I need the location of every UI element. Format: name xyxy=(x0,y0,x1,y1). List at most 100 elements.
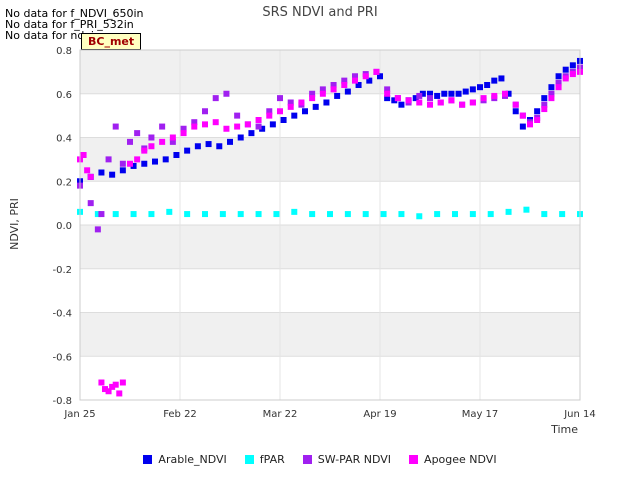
data-point xyxy=(512,108,519,115)
data-point xyxy=(541,95,548,102)
data-point xyxy=(237,211,244,218)
data-point xyxy=(427,95,433,102)
data-point xyxy=(98,169,105,176)
data-point xyxy=(334,92,341,99)
data-point xyxy=(548,90,555,97)
data-point xyxy=(384,90,391,97)
notice-line: No data for ndvi xyxy=(5,29,94,42)
data-point xyxy=(255,211,262,218)
data-point xyxy=(266,108,273,115)
data-point xyxy=(98,211,105,218)
series-apogee-ndvi xyxy=(77,68,583,397)
legend-item[interactable]: Apogee NDVI xyxy=(409,453,497,466)
legend-swatch xyxy=(409,455,419,464)
data-point xyxy=(127,138,133,145)
data-point xyxy=(366,77,373,84)
data-point xyxy=(94,211,101,218)
data-point xyxy=(416,99,423,106)
data-point xyxy=(569,71,576,78)
legend-item[interactable]: fPAR xyxy=(244,453,285,466)
data-point xyxy=(505,90,512,97)
y-axis-label: NDVI, PRI xyxy=(8,198,21,250)
data-point xyxy=(505,208,512,215)
data-point xyxy=(148,211,155,218)
data-point xyxy=(152,158,158,165)
data-point xyxy=(569,62,576,69)
data-point xyxy=(287,99,294,106)
data-point xyxy=(184,211,191,218)
x-tick-label: Jun 14 xyxy=(563,409,596,420)
data-point xyxy=(377,73,383,80)
legend-item[interactable]: Arable_NDVI xyxy=(143,453,227,466)
data-point xyxy=(112,211,119,218)
data-point xyxy=(419,90,426,97)
x-tick-label: Mar 22 xyxy=(263,409,298,420)
data-point xyxy=(487,211,494,218)
data-point xyxy=(562,66,569,73)
data-point xyxy=(477,84,483,91)
data-point xyxy=(291,208,298,215)
legend-label: Apogee NDVI xyxy=(424,453,497,466)
data-point xyxy=(273,211,280,218)
data-point xyxy=(180,125,187,132)
data-point xyxy=(212,95,219,102)
y-tick-label: 0.0 xyxy=(56,221,72,232)
data-point xyxy=(194,143,201,150)
legend-label: fPAR xyxy=(259,453,285,466)
data-point xyxy=(469,211,476,218)
data-point xyxy=(330,86,337,93)
data-point xyxy=(173,152,180,158)
data-point xyxy=(287,103,294,110)
plot-band xyxy=(80,225,580,269)
data-point xyxy=(119,167,126,174)
data-point xyxy=(491,77,498,84)
data-point xyxy=(427,101,433,108)
data-point xyxy=(266,112,273,119)
data-point xyxy=(105,156,112,163)
data-point xyxy=(216,143,223,150)
data-point xyxy=(309,95,316,102)
data-point xyxy=(223,125,230,132)
data-point xyxy=(405,97,412,104)
y-tick-label: 0.4 xyxy=(56,134,72,145)
data-point xyxy=(352,73,358,80)
data-point xyxy=(398,211,405,218)
data-point xyxy=(548,84,555,91)
data-point xyxy=(344,211,351,218)
data-point xyxy=(119,379,126,386)
legend-item[interactable]: SW-PAR NDVI xyxy=(302,453,391,466)
x-tick-label: May 17 xyxy=(462,409,499,420)
data-point xyxy=(298,99,305,106)
data-point xyxy=(434,92,441,99)
data-point xyxy=(380,211,387,218)
data-point xyxy=(519,112,526,119)
data-point xyxy=(202,121,208,128)
data-point xyxy=(219,211,226,218)
y-tick-label: -0.8 xyxy=(52,396,72,407)
data-point xyxy=(212,119,219,126)
data-point xyxy=(87,200,94,207)
data-point xyxy=(148,143,155,150)
data-point xyxy=(109,171,116,178)
station-badge[interactable]: BC_met xyxy=(81,33,142,50)
data-point xyxy=(327,211,333,218)
data-point xyxy=(234,123,241,130)
data-point xyxy=(344,88,351,95)
data-point xyxy=(341,82,348,88)
plot-border xyxy=(79,49,581,401)
data-point xyxy=(237,134,244,141)
chart-title: SRS NDVI and PRI xyxy=(262,5,377,20)
data-point xyxy=(112,123,119,130)
data-point xyxy=(94,226,101,233)
data-point xyxy=(398,101,405,108)
data-point xyxy=(323,99,330,106)
data-point xyxy=(562,75,569,82)
data-point xyxy=(484,82,491,88)
data-point xyxy=(512,101,519,108)
data-point xyxy=(205,141,212,148)
data-point xyxy=(309,90,316,97)
data-point xyxy=(191,123,198,130)
data-point xyxy=(498,75,505,82)
plot-band xyxy=(80,312,580,357)
data-point xyxy=(119,160,126,167)
